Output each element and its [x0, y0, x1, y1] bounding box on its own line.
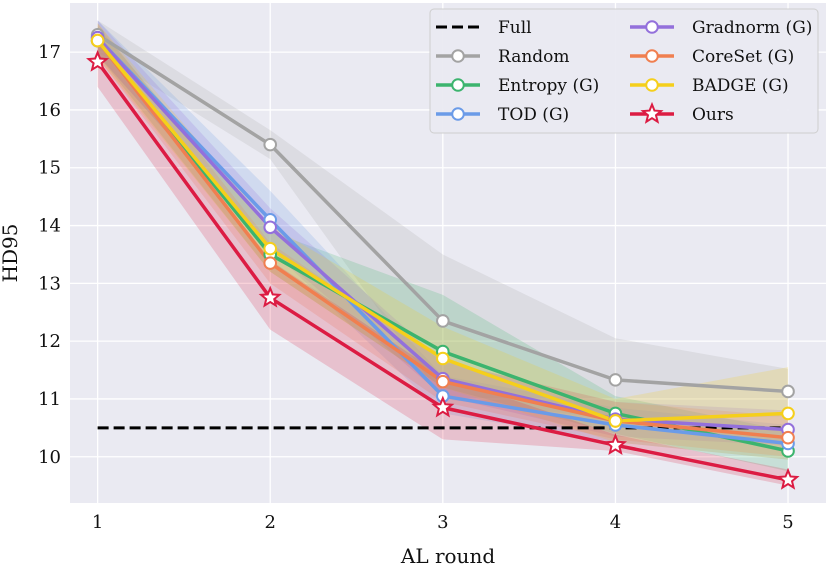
data-point-ours	[258, 285, 282, 308]
data-point-coreset-g	[781, 430, 795, 445]
data-point-ours	[603, 433, 627, 456]
legend-swatch-marker	[640, 101, 664, 124]
data-point-random	[608, 373, 623, 387]
legend-label: BADGE (G)	[692, 76, 789, 96]
data-point-random	[263, 137, 278, 152]
legend-swatch-marker	[451, 107, 465, 121]
legend-label: Gradnorm (G)	[692, 18, 812, 38]
data-point-badge-g	[90, 33, 105, 48]
legend-label: Full	[498, 18, 532, 38]
data-point-random	[436, 314, 450, 328]
data-point-ours	[86, 49, 110, 72]
legend-item: Random	[436, 47, 570, 67]
x-tick-label: 5	[782, 512, 793, 533]
legend-swatch-marker	[451, 49, 465, 63]
y-axis-label: HD95	[0, 224, 22, 283]
legend-item: Ours	[630, 101, 734, 125]
legend-label: Entropy (G)	[498, 76, 599, 96]
y-tick-label: 15	[38, 158, 61, 179]
legend-label: TOD (G)	[498, 105, 569, 125]
y-tick-label: 12	[38, 331, 61, 352]
y-tick-label: 13	[38, 273, 61, 294]
data-point-gradnorm-g	[263, 220, 278, 235]
legend-label: CoreSet (G)	[692, 47, 794, 67]
legend-item: Entropy (G)	[436, 76, 599, 96]
y-tick-label: 10	[38, 447, 61, 468]
legend-box	[429, 8, 819, 134]
legend-swatch-marker	[451, 78, 465, 92]
x-axis-label: AL round	[400, 544, 495, 568]
data-point-badge-g	[608, 414, 623, 428]
data-point-coreset-g	[263, 256, 278, 270]
legend-item: Gradnorm (G)	[630, 18, 812, 38]
data-point-ours	[776, 467, 800, 490]
y-tick-label: 14	[38, 216, 61, 237]
band-coreset-g	[97, 23, 789, 457]
legend-swatch-marker	[645, 20, 659, 34]
data-point-random	[781, 384, 795, 399]
x-tick-label: 3	[437, 512, 448, 533]
y-tick-label: 16	[38, 100, 61, 121]
series-markers	[86, 27, 800, 490]
legend-label: Random	[498, 47, 570, 67]
legend-swatch-marker	[645, 78, 659, 92]
legend-swatch-marker	[645, 49, 659, 63]
data-point-coreset-g	[436, 374, 450, 389]
legend-item: CoreSet (G)	[630, 47, 794, 67]
data-point-ours	[431, 395, 455, 418]
data-point-badge-g	[263, 241, 278, 256]
legend-item: Full	[436, 18, 532, 38]
data-point-badge-g	[781, 406, 795, 421]
x-tick-label: 1	[92, 512, 103, 533]
x-tick-label: 2	[264, 512, 275, 533]
band-random	[97, 20, 789, 420]
legend-item: TOD (G)	[436, 105, 569, 125]
legend-label: Ours	[692, 105, 734, 125]
data-point-badge-g	[436, 351, 450, 366]
y-tick-label: 11	[38, 389, 61, 410]
y-tick-label: 17	[38, 42, 61, 63]
x-tick-label: 4	[610, 512, 621, 533]
legend: Full Random Entropy (G) TOD (G) Gradnorm (G)…	[429, 8, 819, 134]
legend-item: BADGE (G)	[630, 76, 789, 96]
